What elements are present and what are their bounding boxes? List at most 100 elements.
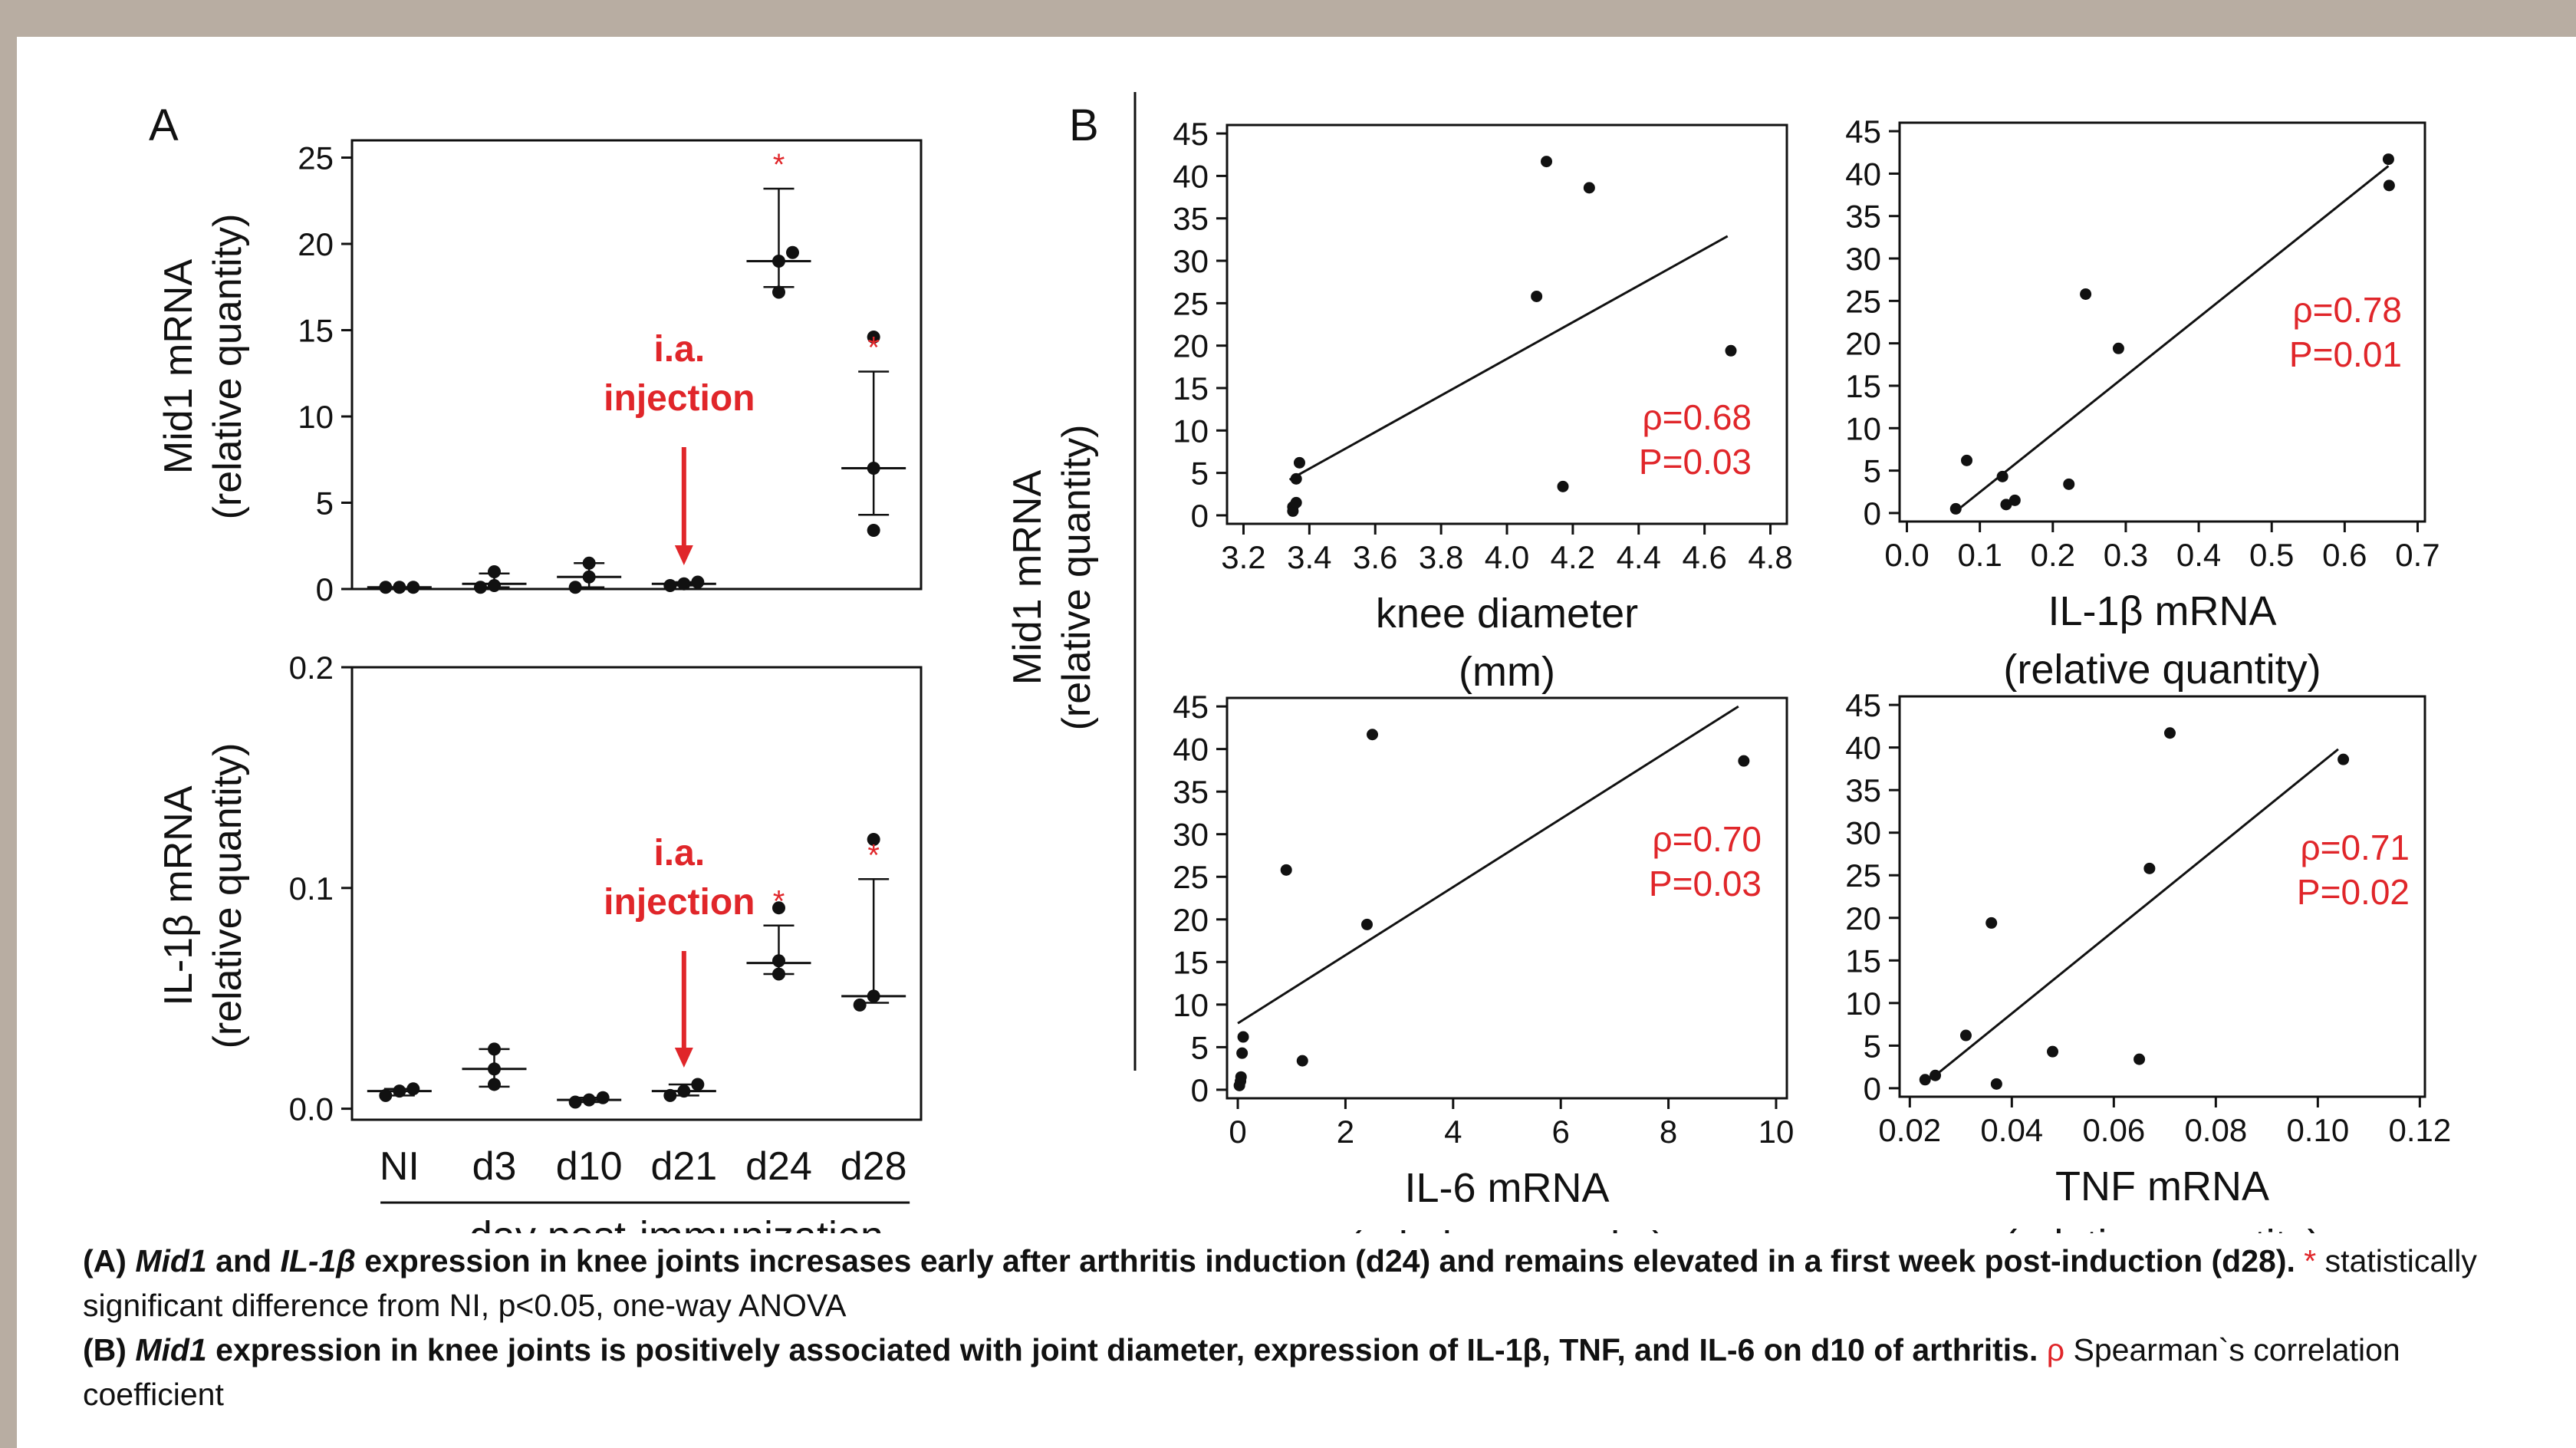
caption-b-rho: ρ bbox=[2046, 1332, 2065, 1367]
a_il1b-data-point bbox=[488, 1078, 501, 1091]
b_tnf-plot-frame bbox=[1898, 695, 2426, 1098]
b_knee-xtick-label: 3.6 bbox=[1353, 539, 1397, 575]
b_il1b-xlabel-line: IL-1β mRNA bbox=[2048, 588, 2276, 634]
caption-b-label: (B) bbox=[83, 1332, 127, 1367]
a_mid1-ytick-label: 10 bbox=[298, 399, 334, 435]
b_tnf-data-point bbox=[2134, 1053, 2146, 1065]
b_il6-stat-line: P=0.03 bbox=[1649, 864, 1762, 903]
b_knee-xlabel-line: knee diameter bbox=[1376, 591, 1638, 637]
a_il1b-data-point bbox=[691, 1078, 705, 1091]
a_il1b-ytick-label: 0.0 bbox=[289, 1091, 334, 1127]
a_mid1-data-point bbox=[867, 462, 880, 475]
b_il1b-xtick-label: 0.4 bbox=[2176, 537, 2221, 573]
b_il1b-ytick-label: 30 bbox=[1845, 241, 1881, 277]
b_knee-xtick-label: 4.0 bbox=[1485, 539, 1529, 575]
caption-b-gene: Mid1 bbox=[135, 1332, 207, 1367]
b_tnf-data-point bbox=[1990, 1078, 2002, 1090]
b_il1b-fit-line bbox=[1957, 165, 2390, 511]
panel-label-b: B bbox=[1069, 100, 1099, 150]
b_il1b-data-point bbox=[2063, 478, 2075, 490]
caption-a-note: statistically significant difference fro… bbox=[83, 1243, 2477, 1323]
b_il1b-data-point bbox=[2080, 288, 2092, 300]
b_il6-data-point bbox=[1361, 918, 1373, 930]
b_knee-data-point bbox=[1725, 344, 1737, 357]
b_il1b-ytick-label: 15 bbox=[1845, 368, 1881, 404]
b_knee-data-point bbox=[1531, 290, 1543, 302]
b_il1b-plot-frame bbox=[1898, 121, 2426, 523]
a_mid1-data-point bbox=[867, 331, 880, 344]
caption-a-label: (A) bbox=[83, 1243, 127, 1279]
b_il6-ytick-label: 20 bbox=[1173, 902, 1209, 938]
b_tnf-xtick-label: 0.08 bbox=[2184, 1112, 2247, 1148]
b_il6-ytick-label: 10 bbox=[1173, 987, 1209, 1023]
b_knee-ytick-label: 5 bbox=[1191, 456, 1209, 492]
a_il1b-data-point bbox=[596, 1091, 610, 1104]
b_tnf-xlabel-line: (relative quantity) bbox=[2003, 1222, 2321, 1233]
a_mid1-annotation-line: injection bbox=[604, 378, 755, 419]
caption-a-star: * bbox=[2304, 1243, 2317, 1279]
a_mid1-annotation-arrow-head bbox=[674, 545, 693, 565]
a_il1b-data-point bbox=[772, 954, 785, 968]
a_il1b-data-point bbox=[488, 1042, 501, 1056]
a_mid1-ylabel: Mid1 mRNA (relative quantity) bbox=[156, 214, 250, 520]
a_il1b-annotation-line: i.a. bbox=[653, 833, 705, 874]
b_il6-ytick-label: 30 bbox=[1173, 817, 1209, 853]
b_il1b-ytick-label: 20 bbox=[1845, 326, 1881, 362]
a_mid1-ytick-label: 5 bbox=[316, 485, 334, 522]
a_il1b-category-label: d10 bbox=[556, 1144, 623, 1189]
b_il6-xtick-label: 8 bbox=[1660, 1114, 1677, 1150]
b_knee-xtick-label: 3.8 bbox=[1419, 539, 1463, 575]
caption-a-gene2: IL-1β bbox=[280, 1243, 356, 1279]
b_il1b-data-point bbox=[2008, 494, 2021, 506]
b_knee-data-point bbox=[1541, 156, 1553, 168]
b_tnf-ytick-label: 30 bbox=[1845, 815, 1881, 851]
a_il1b-data-point bbox=[379, 1088, 393, 1102]
b_tnf-xtick-label: 0.10 bbox=[2286, 1112, 2349, 1148]
b_knee-data-point bbox=[1557, 480, 1569, 492]
b_knee-xtick-label: 3.4 bbox=[1287, 539, 1331, 575]
b_knee-xtick-label: 4.8 bbox=[1748, 539, 1792, 575]
b_il6-ytick-label: 0 bbox=[1191, 1072, 1209, 1108]
a_mid1-annotation-line: i.a. bbox=[653, 329, 705, 370]
a_mid1-data-point bbox=[772, 255, 785, 268]
b_knee-xlabel-line: (mm) bbox=[1459, 649, 1555, 695]
caption-b: (B) Mid1 expression in knee joints is po… bbox=[83, 1328, 2537, 1417]
b_il1b-ytick-label: 25 bbox=[1845, 283, 1881, 319]
b_il6-data-point bbox=[1367, 729, 1379, 741]
b_tnf-xtick-label: 0.12 bbox=[2388, 1112, 2451, 1148]
a_il1b-data-point bbox=[663, 1088, 677, 1102]
a_il1b-category-label: d24 bbox=[745, 1144, 812, 1189]
b_il1b-ytick-label: 10 bbox=[1845, 410, 1881, 446]
a_mid1-data-point bbox=[488, 579, 501, 592]
b_il6-fit-line bbox=[1237, 705, 1739, 1025]
b_il1b-xtick-label: 0.2 bbox=[2031, 537, 2075, 573]
b_knee-data-point bbox=[1583, 182, 1595, 194]
b_tnf-xtick-label: 0.06 bbox=[2082, 1112, 2145, 1148]
b_il6-xtick-label: 10 bbox=[1758, 1114, 1795, 1150]
b_il6-xtick-label: 6 bbox=[1552, 1114, 1570, 1150]
panel-b-ylabel-line2: (relative quantity) bbox=[1054, 425, 1099, 731]
b_tnf-data-point bbox=[1985, 917, 1998, 929]
b_il1b-ytick-label: 35 bbox=[1845, 199, 1881, 235]
b_tnf-stat-line: P=0.02 bbox=[2297, 872, 2410, 912]
a_mid1-data-point bbox=[568, 581, 582, 594]
b_il6-data-point bbox=[1738, 755, 1750, 767]
a_mid1-data-point bbox=[663, 579, 677, 592]
b_il1b-xtick-label: 0.7 bbox=[2395, 537, 2439, 573]
b_knee-fit-line bbox=[1288, 235, 1729, 481]
b_tnf-ytick-label: 20 bbox=[1845, 900, 1881, 936]
a_il1b-data-point bbox=[406, 1082, 420, 1096]
b_knee-xtick-label: 3.2 bbox=[1221, 539, 1265, 575]
b_il6-xlabel-line: (relative quantity) bbox=[1348, 1223, 1666, 1233]
b_il6-xtick-label: 0 bbox=[1229, 1114, 1246, 1150]
a_il1b-data-point bbox=[568, 1095, 582, 1109]
a_il1b-ylabel-line: (relative quantity) bbox=[206, 743, 250, 1049]
b_knee-xtick-label: 4.4 bbox=[1617, 539, 1661, 575]
a_il1b-data-point bbox=[867, 989, 880, 1003]
a_mid1-data-point bbox=[393, 581, 406, 594]
caption-b-note: Spearman`s correlation coefficient bbox=[83, 1332, 2400, 1412]
b_tnf-xtick-label: 0.02 bbox=[1878, 1112, 1941, 1148]
panel-label-a: A bbox=[149, 100, 179, 150]
caption-a-text: expression in knee joints incresases ear… bbox=[364, 1243, 2295, 1279]
b_il1b-xtick-label: 0.3 bbox=[2104, 537, 2148, 573]
